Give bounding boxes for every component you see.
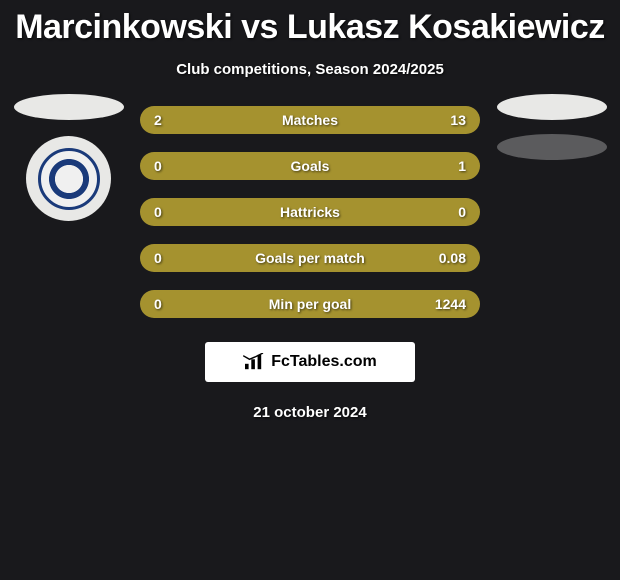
stat-label: Min per goal <box>269 296 351 312</box>
stat-label: Matches <box>282 112 338 128</box>
stat-label: Hattricks <box>280 204 340 220</box>
stat-right-value: 1 <box>458 158 466 174</box>
date-label: 21 october 2024 <box>0 404 620 421</box>
right-flag-ellipse <box>497 94 607 120</box>
stat-bar-gpm: 0 Goals per match 0.08 <box>140 244 480 272</box>
right-player-col <box>489 94 614 160</box>
source-logo: FcTables.com <box>205 342 415 382</box>
stat-right-value: 13 <box>450 112 466 128</box>
logo-text: FcTables.com <box>271 353 377 371</box>
right-club-ellipse <box>497 134 607 160</box>
stat-label: Goals <box>291 158 330 174</box>
stat-bar-matches: 2 Matches 13 <box>140 106 480 134</box>
stat-right-value: 0.08 <box>439 250 466 266</box>
stat-left-value: 0 <box>154 296 162 312</box>
stat-bar-mpg: 0 Min per goal 1244 <box>140 290 480 318</box>
left-player-col <box>6 94 131 221</box>
stat-bars: 2 Matches 13 0 Goals 1 0 Hattricks 0 0 G… <box>140 106 480 318</box>
page-title: Marcinkowski vs Lukasz Kosakiewicz <box>0 0 620 47</box>
left-club-badge <box>26 136 111 221</box>
stat-right-value: 1244 <box>435 296 466 312</box>
stat-left-value: 0 <box>154 158 162 174</box>
comparison-content: 2 Matches 13 0 Goals 1 0 Hattricks 0 0 G… <box>0 106 620 421</box>
stat-left-value: 0 <box>154 204 162 220</box>
stat-label: Goals per match <box>255 250 365 266</box>
stat-right-value: 0 <box>458 204 466 220</box>
club-crest-icon <box>38 148 100 210</box>
left-flag-ellipse <box>14 94 124 120</box>
bar-chart-icon <box>243 353 265 371</box>
subtitle: Club competitions, Season 2024/2025 <box>0 61 620 78</box>
stat-left-value: 0 <box>154 250 162 266</box>
stat-bar-goals: 0 Goals 1 <box>140 152 480 180</box>
stat-bar-hattricks: 0 Hattricks 0 <box>140 198 480 226</box>
stat-left-value: 2 <box>154 112 162 128</box>
